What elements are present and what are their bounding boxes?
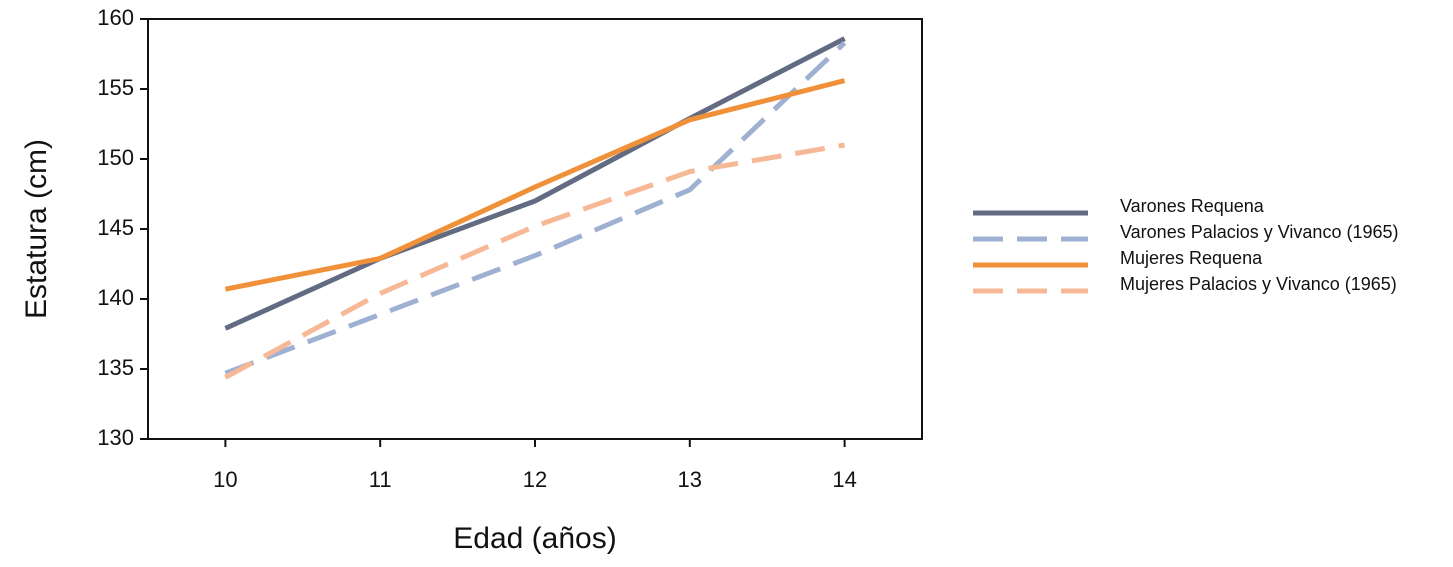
y-tick-label: 140 xyxy=(97,285,134,310)
x-tick-label: 11 xyxy=(369,467,392,492)
legend-label: Mujeres Requena xyxy=(1120,248,1263,268)
series-line xyxy=(224,40,847,376)
y-tick-label: 135 xyxy=(97,355,134,380)
series-line xyxy=(224,78,846,292)
y-axis-label: Estatura (cm) xyxy=(20,139,53,319)
x-tick-label: 12 xyxy=(523,467,547,492)
x-tick-label: 14 xyxy=(832,467,856,492)
y-tick-label: 130 xyxy=(97,425,134,450)
series-line xyxy=(224,36,846,331)
legend-label: Mujeres Palacios y Vivanco (1965) xyxy=(1120,274,1397,294)
y-tick-label: 150 xyxy=(97,145,134,170)
y-tick-label: 155 xyxy=(97,75,134,100)
series-line xyxy=(224,142,846,380)
y-tick-label: 160 xyxy=(97,5,134,30)
legend-label: Varones Palacios y Vivanco (1965) xyxy=(1120,222,1399,242)
x-tick-label: 13 xyxy=(678,467,702,492)
y-tick-label: 145 xyxy=(97,215,134,240)
legend-label: Varones Requena xyxy=(1120,196,1265,216)
plot-frame xyxy=(147,18,923,440)
x-axis-label: Edad (años) xyxy=(453,522,616,555)
x-tick-label: 10 xyxy=(213,467,237,492)
